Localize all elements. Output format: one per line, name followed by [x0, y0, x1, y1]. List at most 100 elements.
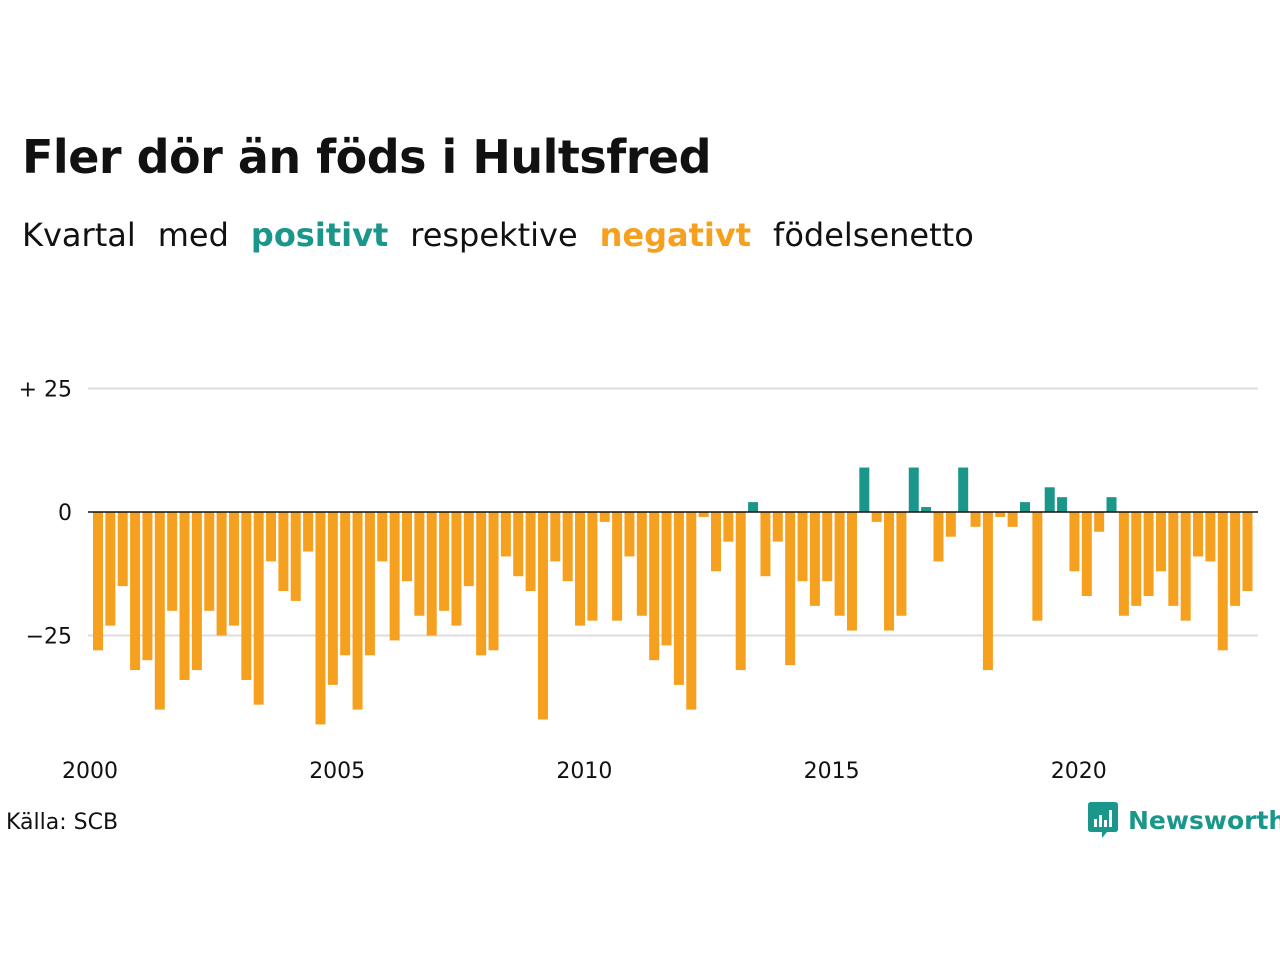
- y-tick-label: −25: [26, 625, 72, 650]
- bar: 2003 Q3: -10: [266, 512, 277, 562]
- bar: 2013 Q3: -13: [760, 512, 771, 577]
- bar: 2007 Q3: -15: [463, 512, 474, 587]
- y-tick-label: + 25: [19, 378, 72, 403]
- bar: 2007 Q1: -20: [439, 512, 450, 611]
- bar: 2002 Q3: -25: [216, 512, 227, 636]
- chart-subtitle: Kvartal med positivt respektive negativt föde…: [22, 216, 996, 254]
- x-tick-label: 2015: [804, 759, 860, 784]
- newsworthy-logo-icon: [1088, 802, 1118, 838]
- bar: 2006 Q1: -26: [389, 512, 400, 641]
- bar: 2005 Q4: -10: [377, 512, 388, 562]
- bar: 2010 Q1: -22: [587, 512, 598, 621]
- bar: 2001 Q1: -30: [142, 512, 153, 661]
- x-tick-label: 2020: [1051, 759, 1107, 784]
- bar: 2002 Q4: -23: [228, 512, 239, 626]
- bar: 2011 Q2: -30: [649, 512, 660, 661]
- bar: 2008 Q1: -28: [488, 512, 499, 651]
- bar: 2021 Q4: -19: [1168, 512, 1179, 606]
- bar: 2010 Q2: -2: [599, 512, 610, 522]
- bar: 2004 Q1: -18: [290, 512, 301, 601]
- bar: 2010 Q3: -22: [612, 512, 623, 621]
- bar: 2005 Q3: -29: [364, 512, 375, 656]
- bar: 2022 Q3: -10: [1205, 512, 1216, 562]
- bar: 2000 Q2: -23: [105, 512, 116, 626]
- bar: 2018 Q3: -3: [1007, 512, 1018, 527]
- bar: 2012 Q3: -12: [711, 512, 721, 572]
- bar: 2009 Q4: -23: [575, 512, 586, 626]
- bar: 2001 Q2: -40: [154, 512, 165, 710]
- brand-name: Newsworthy: [1128, 805, 1280, 835]
- bar: 2020 Q2: -4: [1094, 512, 1105, 532]
- bar: 2016 Q4: 1: [921, 507, 932, 512]
- bar: 2001 Q3: -20: [167, 512, 178, 611]
- bar: 2004 Q3: -43: [315, 512, 326, 725]
- bar: 2004 Q2: -8: [303, 512, 314, 552]
- bar: 2011 Q3: -27: [661, 512, 672, 646]
- bar: 2015 Q1: -21: [834, 512, 845, 616]
- source-note: Källa: SCB: [6, 810, 119, 835]
- subtitle-positive-label: positivt: [250, 216, 389, 254]
- bar: 2002 Q2: -20: [204, 512, 215, 611]
- bar: 2012 Q2: -1: [698, 512, 709, 517]
- bar: 2000 Q1: -28: [93, 512, 103, 651]
- bar: 2000 Q4: -32: [130, 512, 141, 671]
- bar: 2017 Q2: -5: [945, 512, 956, 537]
- bar: 2015 Q3: 9: [859, 467, 870, 512]
- bar: 2006 Q4: -25: [426, 512, 437, 636]
- bar: 2006 Q3: -21: [414, 512, 425, 616]
- bar: 2000 Q3: -15: [117, 512, 128, 587]
- bar: 2014 Q4: -14: [822, 512, 833, 582]
- subtitle-negative-label: negativt: [599, 216, 752, 254]
- bar: 2019 Q2: 5: [1044, 487, 1055, 512]
- chart-title: Fler dör än föds i Hultsfred: [22, 130, 712, 184]
- bar: 2017 Q1: -10: [933, 512, 944, 562]
- bar: 2008 Q3: -13: [513, 512, 524, 577]
- bar: 2008 Q4: -16: [525, 512, 536, 592]
- bar: 2016 Q1: -24: [884, 512, 895, 631]
- bar: 2021 Q3: -12: [1155, 512, 1166, 572]
- bar: 2019 Q3: 3: [1057, 497, 1068, 512]
- bar: 2018 Q4: 2: [1020, 502, 1030, 512]
- bar: 2012 Q4: -6: [723, 512, 734, 542]
- bar: 2014 Q1: -31: [785, 512, 796, 666]
- bar: 2021 Q2: -17: [1143, 512, 1154, 596]
- bar: 2003 Q1: -34: [241, 512, 252, 680]
- bar: 2020 Q1: -17: [1081, 512, 1092, 596]
- bar: 2022 Q4: -28: [1217, 512, 1228, 651]
- bar: 2013 Q4: -6: [772, 512, 783, 542]
- bar: 2005 Q2: -40: [352, 512, 363, 710]
- bar: 2017 Q3: 9: [958, 467, 969, 512]
- bar: 2023 Q2: -16: [1242, 512, 1253, 592]
- bar: 2021 Q1: -19: [1131, 512, 1142, 606]
- bar: 2011 Q4: -35: [673, 512, 684, 685]
- brand-logo: Newsworthy: [1088, 802, 1280, 838]
- subtitle-word-kvartal: Kvartal: [22, 216, 136, 254]
- bar: 2007 Q4: -29: [476, 512, 487, 656]
- bar: 2011 Q1: -21: [636, 512, 647, 616]
- bar: 2001 Q4: -34: [179, 512, 190, 680]
- bar: 2005 Q1: -29: [340, 512, 351, 656]
- bar: 2014 Q2: -14: [797, 512, 808, 582]
- bar: 2002 Q1: -32: [191, 512, 202, 671]
- bar: 2014 Q3: -19: [809, 512, 820, 606]
- bar: 2007 Q2: -23: [451, 512, 462, 626]
- subtitle-word-fodelsenetto: födelsenetto: [773, 216, 974, 254]
- bar: 2008 Q2: -9: [500, 512, 511, 557]
- bar: 2016 Q2: -21: [896, 512, 907, 616]
- subtitle-word-respektive: respektive: [410, 216, 578, 254]
- bar: 2009 Q1: -42: [537, 512, 548, 720]
- bar: 2010 Q4: -9: [624, 512, 635, 557]
- bar: 2022 Q1: -22: [1180, 512, 1191, 621]
- x-tick-label: 2005: [309, 759, 365, 784]
- bar: 2022 Q2: -9: [1193, 512, 1204, 557]
- bar: 2017 Q4: -3: [970, 512, 981, 527]
- bar: 2019 Q4: -12: [1069, 512, 1080, 572]
- x-tick-label: 2010: [556, 759, 612, 784]
- bar: 2016 Q3: 9: [908, 467, 919, 512]
- bar: 2018 Q1: -32: [982, 512, 993, 671]
- bar: 2015 Q2: -24: [846, 512, 857, 631]
- x-tick-label: 2000: [62, 759, 118, 784]
- bar: 2004 Q4: -35: [327, 512, 338, 685]
- bar: 2015 Q4: -2: [871, 512, 882, 522]
